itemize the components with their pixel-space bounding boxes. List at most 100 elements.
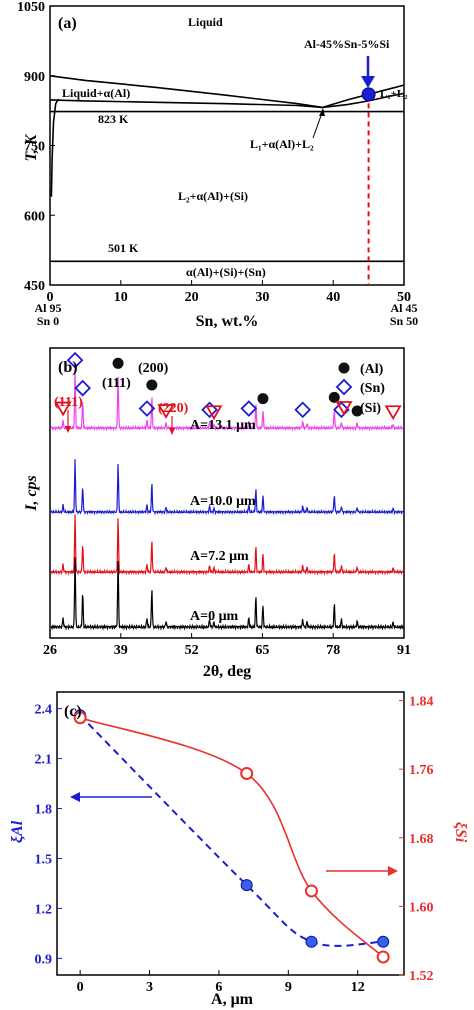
x-tick-label-b: 78	[326, 643, 340, 658]
xi-al-point	[377, 935, 390, 948]
region-alpha-si-sn: α(Al)+(Si)+(Sn)	[186, 265, 266, 279]
panel-a-letter: (a)	[58, 15, 77, 32]
si-marker	[384, 405, 402, 421]
y-tick-label-c-right: 1.52	[409, 969, 434, 984]
si-220-arrowhead	[169, 428, 175, 435]
phase-boundaries	[49, 75, 405, 263]
xi-si-point	[73, 711, 87, 725]
isotherm-823-label: 823 K	[98, 112, 129, 126]
panel-c-ticks: 0 3 6 9 12 0.9 1.2 1.5 1.8 2.1 2.4 1.52 1.60 1.68 1.76…	[35, 695, 434, 995]
x-tick-label-a: 0	[47, 290, 54, 305]
phase-boundary-0	[49, 75, 323, 109]
region-arrow	[312, 112, 323, 139]
legend-si-marker	[335, 401, 353, 416]
y-axis-label-c-right: ξSi	[452, 822, 469, 843]
al-marker	[351, 405, 363, 417]
panel-b-ticks: 26 39 52 65 78 91	[43, 633, 411, 658]
y-axis-label-b: I, cps	[23, 475, 40, 512]
x-tick-label-c: 3	[146, 980, 153, 995]
y-tick-label-c-right: 1.68	[409, 832, 434, 847]
region-liquid: Liquid	[188, 15, 223, 29]
x-tick-label-b: 39	[114, 643, 128, 658]
si-marker	[157, 404, 175, 419]
xrd-pattern	[50, 557, 405, 631]
x-tick-label-c: 6	[215, 980, 222, 995]
xrd-pattern	[50, 459, 404, 516]
panel-c: 0 3 6 9 12 0.9 1.2 1.5 1.8 2.1 2.4 1.52 1.60 1.68 1.76…	[9, 691, 469, 1008]
region-l1-l2: L₁+L₂	[380, 88, 408, 100]
y-tick-label-c-left: 1.2	[35, 902, 53, 917]
region-liquid-alpha: Liquid+α(Al)	[62, 86, 130, 100]
phase-boundary-1	[49, 99, 323, 109]
x-tick-label-b: 65	[255, 643, 269, 658]
legend-si-label: (Si)	[360, 401, 381, 416]
x-tick-label-a: 30	[255, 290, 269, 305]
legend-sn-marker	[335, 378, 353, 396]
sn-marker	[240, 400, 258, 417]
y-axis-label-c-left: ξAl	[9, 820, 26, 843]
panel-c-frame	[56, 691, 405, 976]
y-tick-label-a: 900	[24, 70, 45, 85]
legend-sn-label: (Sn)	[360, 381, 385, 396]
si-marker	[205, 405, 223, 421]
sn-marker	[294, 401, 312, 419]
x-tick-label-a: 10	[114, 290, 128, 305]
isotherm-501-label: 501 K	[108, 241, 139, 255]
left-axis-arrowhead	[70, 792, 80, 802]
panel-a: 0 10 20 30 40 50 450 600 750 900 1050 (a) Liquid L…	[17, 0, 418, 330]
x-tick-label-c: 12	[351, 980, 365, 995]
point-arrowhead	[361, 76, 375, 88]
sn-marker	[138, 400, 156, 417]
y-tick-label-a: 600	[24, 209, 45, 224]
legend-b: (Al) (Sn) (Si)	[335, 362, 385, 416]
peak-label-si-220: (220)	[158, 401, 189, 416]
x-tick-label-c: 9	[285, 980, 292, 995]
x-axis-label-a: Sn, wt.%	[196, 313, 259, 330]
x-tick-label-a: 20	[185, 290, 199, 305]
si-111-arrowhead	[65, 426, 71, 433]
legend-al-label: (Al)	[360, 362, 384, 377]
panel-c-points	[73, 709, 390, 964]
xrd-pattern	[50, 371, 404, 432]
y-tick-label-c-right: 1.76	[409, 763, 434, 778]
peak-label-al-200: (200)	[138, 361, 169, 376]
phase-boundary-4	[50, 98, 60, 197]
panel-b: 26 39 52 65 78 91 (b) (111) (200) (111) (220)…	[23, 347, 411, 680]
region-l2-alpha-si: L₂+α(Al)+(Si)	[178, 189, 248, 203]
xrd-patterns	[50, 371, 405, 631]
xrd-pattern	[50, 514, 404, 576]
right-axis-arrowhead	[388, 866, 398, 876]
xi-al-curve	[79, 714, 384, 947]
panel-b-frame	[49, 347, 405, 639]
al-marker	[328, 391, 340, 403]
x-axis-label-b: 2θ, deg	[203, 663, 251, 680]
series-label-0: A=0 μm	[190, 609, 239, 624]
alloy-point	[361, 87, 376, 102]
sn-marker	[66, 351, 84, 369]
xi-al-point	[240, 879, 253, 892]
y-tick-label-a: 1050	[17, 0, 45, 15]
y-tick-label-c-left: 1.5	[35, 852, 53, 867]
x-tick-label-a: 40	[326, 290, 340, 305]
y-tick-label-c-left: 2.4	[35, 703, 53, 718]
x-tick-label-c: 0	[77, 980, 84, 995]
x-right-line1: Al 45	[391, 301, 418, 315]
y-tick-label-a: 450	[24, 279, 45, 294]
series-label-13: A=13.1 μm	[190, 418, 256, 433]
x-tick-label-b: 26	[43, 643, 57, 658]
x-left-line2: Sn 0	[37, 314, 59, 328]
x-tick-label-b: 91	[397, 643, 411, 658]
y-tick-label-c-right: 1.60	[409, 900, 434, 915]
y-tick-label-a: 750	[24, 140, 45, 155]
xi-si-curve	[79, 716, 384, 958]
xi-al-point	[305, 935, 318, 948]
si-marker	[54, 401, 72, 417]
peak-label-al-111: (111)	[102, 376, 131, 391]
peak-label-si-111: (111)	[54, 395, 83, 410]
x-right-line2: Sn 50	[390, 314, 418, 328]
sn-marker	[74, 379, 92, 397]
y-tick-label-c-right: 1.84	[409, 695, 434, 710]
y-tick-label-c-left: 0.9	[35, 952, 53, 967]
panel-a-ticks: 0 10 20 30 40 50 450 600 750 900 1050	[17, 0, 411, 305]
